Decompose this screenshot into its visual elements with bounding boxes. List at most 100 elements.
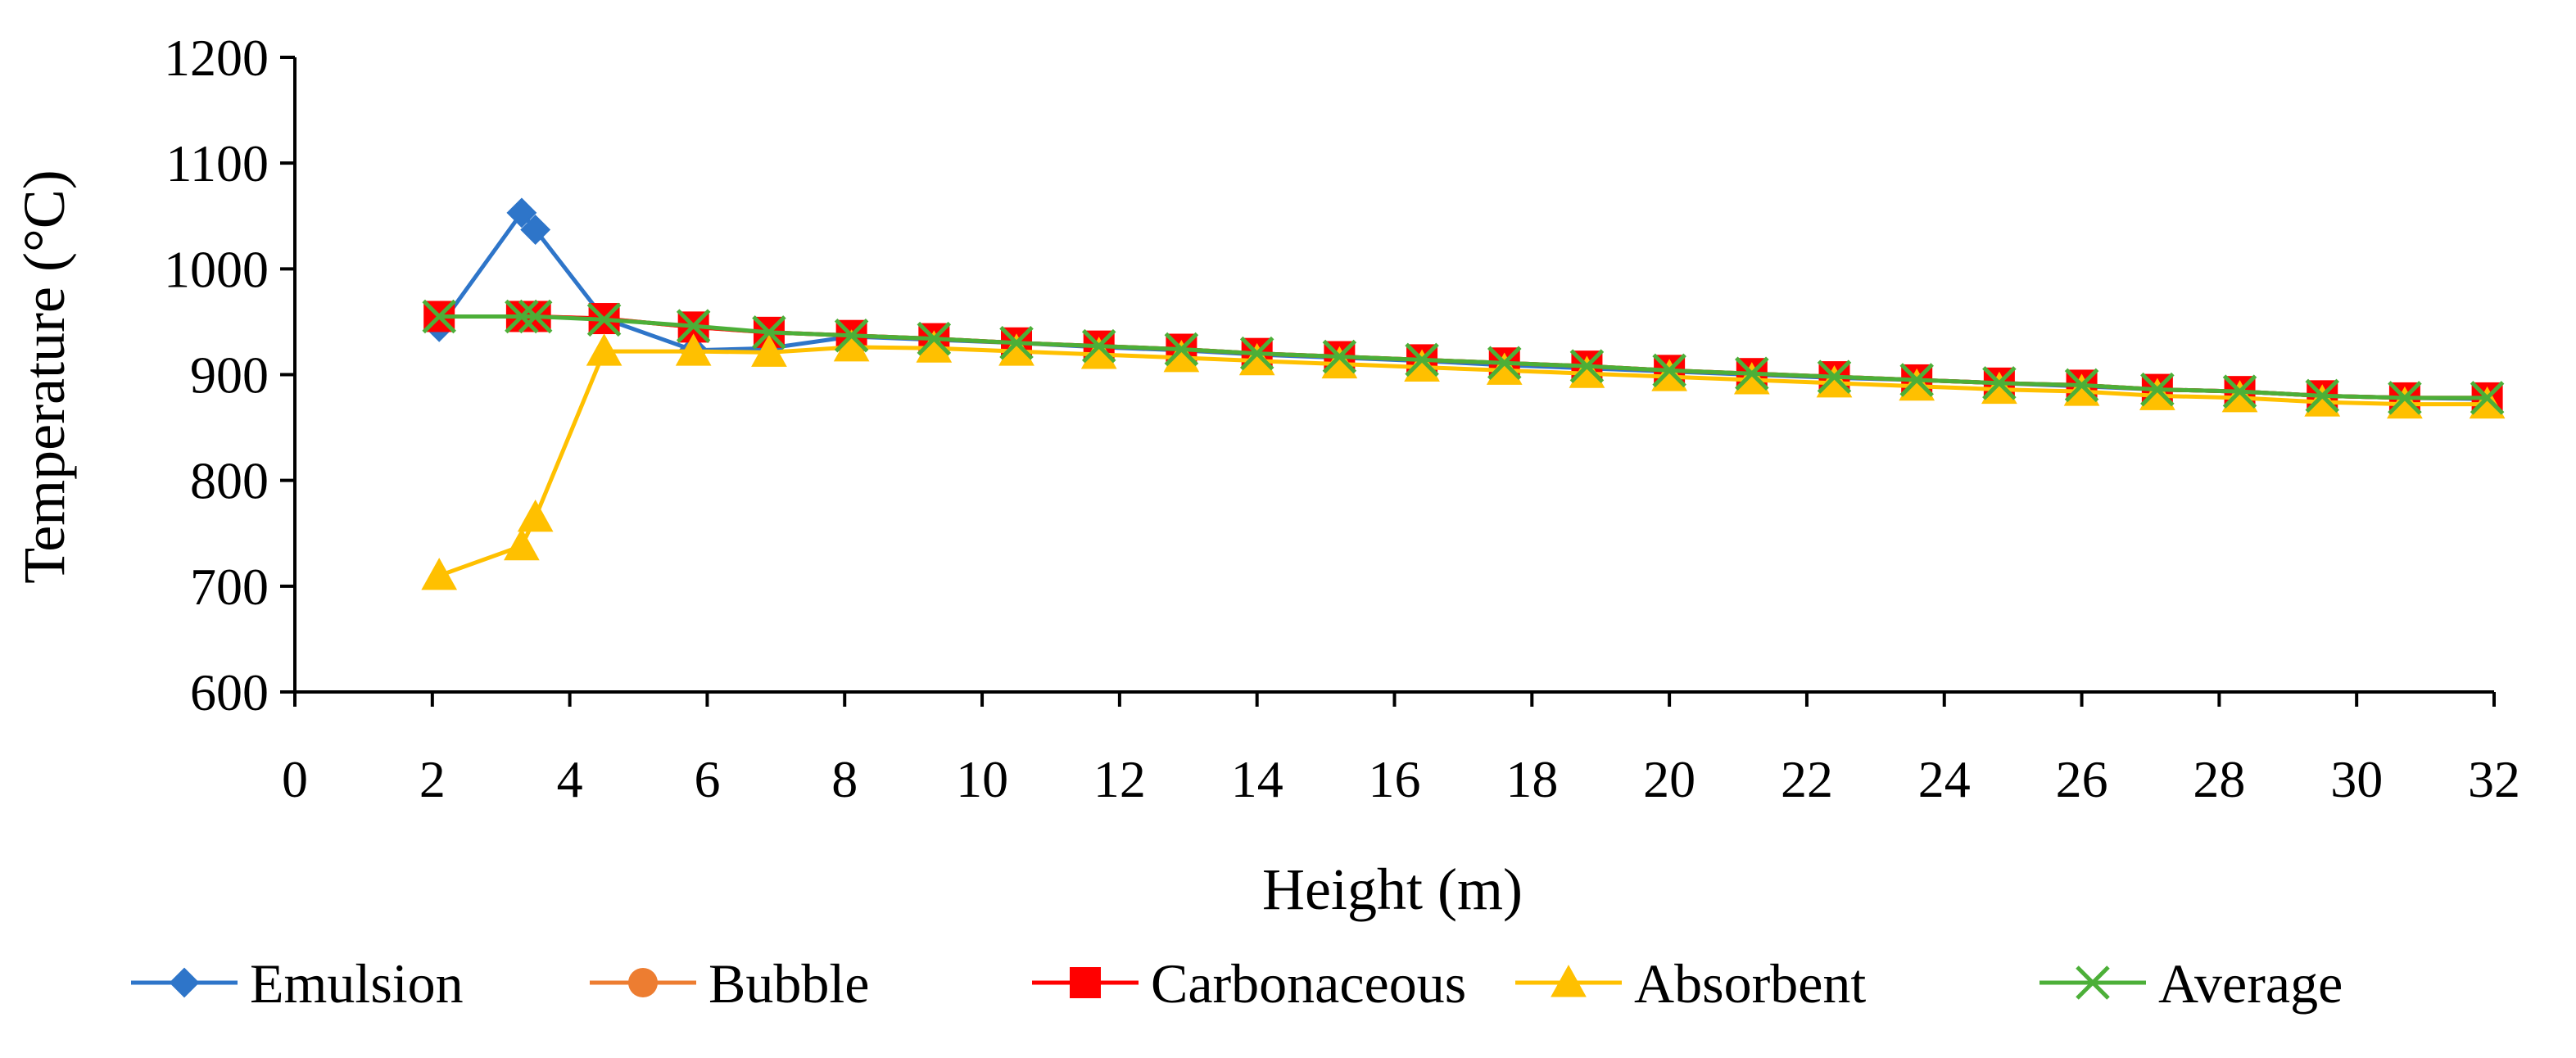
data-point-absorbent bbox=[916, 330, 953, 363]
data-point-average bbox=[752, 315, 786, 350]
legend-label: Bubble bbox=[709, 952, 869, 1015]
data-point-emulsion bbox=[520, 215, 551, 245]
legend-label: Emulsion bbox=[250, 952, 464, 1015]
x-tick-label: 32 bbox=[2468, 750, 2520, 808]
data-point-average bbox=[505, 299, 539, 334]
data-point-average bbox=[676, 309, 711, 343]
legend-item-average: Average bbox=[2040, 952, 2343, 1015]
series-line-emulsion bbox=[437, 209, 2488, 401]
data-point-average bbox=[2305, 378, 2339, 414]
data-point-average bbox=[1164, 332, 1199, 367]
data-point-average bbox=[2140, 372, 2175, 407]
x-tick-label: 8 bbox=[831, 750, 858, 808]
x-tick-label: 4 bbox=[557, 750, 583, 808]
series-average bbox=[422, 299, 2505, 415]
legend-marker bbox=[1070, 967, 1101, 998]
data-point-average bbox=[1735, 356, 1769, 391]
data-point-average bbox=[518, 299, 553, 334]
y-tick-label: 1100 bbox=[165, 134, 269, 192]
data-point-average bbox=[1899, 363, 1934, 397]
legend-marker bbox=[628, 968, 658, 997]
data-point-absorbent bbox=[504, 527, 540, 561]
data-point-absorbent bbox=[1238, 342, 1275, 376]
x-tick-label: 14 bbox=[1231, 750, 1283, 808]
data-point-absorbent bbox=[2063, 373, 2100, 406]
data-point-average bbox=[834, 318, 869, 353]
data-point-absorbent bbox=[833, 329, 870, 362]
legend: Emulsion Bubble Carbonaceous Absorbent Avera… bbox=[131, 952, 2343, 1015]
data-point-absorbent bbox=[751, 334, 787, 367]
data-point-average bbox=[422, 299, 456, 334]
x-tick-label: 20 bbox=[1643, 750, 1695, 808]
data-point-absorbent bbox=[1816, 364, 1853, 398]
data-point-average bbox=[1322, 339, 1357, 374]
legend-label: Absorbent bbox=[1634, 952, 1866, 1015]
legend-item-emulsion: Emulsion bbox=[131, 952, 464, 1015]
data-point-average bbox=[2388, 381, 2422, 415]
data-point-absorbent bbox=[2469, 386, 2506, 419]
data-point-absorbent bbox=[586, 333, 622, 366]
series-emulsion bbox=[423, 197, 2503, 414]
legend-marker bbox=[2076, 965, 2110, 1000]
data-point-absorbent bbox=[2387, 386, 2423, 419]
series-line-absorbent bbox=[438, 345, 2488, 578]
data-point-absorbent bbox=[1651, 359, 1687, 391]
data-point-absorbent bbox=[1321, 346, 1358, 379]
data-point-average bbox=[1405, 342, 1439, 378]
x-tick-label: 2 bbox=[419, 750, 446, 808]
data-point-average bbox=[1081, 328, 1116, 364]
data-point-absorbent bbox=[1899, 368, 1935, 401]
data-point-average bbox=[2222, 374, 2257, 409]
y-axis-title: Temperature (°C) bbox=[11, 170, 77, 584]
data-point-absorbent bbox=[1163, 339, 1200, 373]
data-point-emulsion bbox=[506, 197, 537, 228]
legend-marker bbox=[169, 967, 200, 998]
x-tick-label: 30 bbox=[2330, 750, 2383, 808]
data-point-average bbox=[1982, 366, 2017, 400]
legend-marker bbox=[1551, 965, 1587, 997]
x-tick-label: 18 bbox=[1505, 750, 1558, 808]
x-axis-title: Height (m) bbox=[1262, 857, 1523, 922]
y-tick-label: 900 bbox=[190, 346, 269, 405]
data-point-absorbent bbox=[2221, 380, 2258, 413]
x-tick-label: 26 bbox=[2056, 750, 2108, 808]
y-tick-label: 600 bbox=[190, 663, 269, 721]
data-point-average bbox=[586, 302, 622, 337]
data-point-absorbent bbox=[675, 333, 712, 366]
x-tick-label: 22 bbox=[1781, 750, 1833, 808]
legend-item-bubble: Bubble bbox=[590, 952, 869, 1015]
data-point-average bbox=[1487, 346, 1522, 381]
data-point-average bbox=[2064, 368, 2099, 403]
series-absorbent bbox=[421, 329, 2506, 590]
data-point-absorbent bbox=[1733, 362, 1770, 395]
x-tick-label: 12 bbox=[1093, 750, 1146, 808]
data-point-average bbox=[999, 325, 1034, 360]
data-point-absorbent bbox=[421, 558, 458, 590]
data-point-absorbent bbox=[1080, 337, 1117, 369]
data-point-absorbent bbox=[1981, 371, 2017, 405]
legend-item-carbonaceous: Carbonaceous bbox=[1032, 952, 1466, 1015]
y-tick-label: 800 bbox=[190, 452, 269, 510]
data-point-average bbox=[1652, 353, 1686, 388]
legend-label: Carbonaceous bbox=[1151, 952, 1466, 1015]
x-tick-label: 6 bbox=[694, 750, 720, 808]
data-point-average bbox=[2470, 381, 2505, 415]
x-tick-label: 0 bbox=[282, 750, 308, 808]
y-tick-label: 700 bbox=[190, 558, 269, 616]
data-point-absorbent bbox=[1486, 352, 1523, 385]
data-point-average bbox=[1569, 349, 1605, 383]
legend-label: Average bbox=[2158, 952, 2343, 1015]
data-point-absorbent bbox=[2139, 378, 2175, 410]
data-point-average bbox=[1817, 359, 1852, 394]
series-layer bbox=[421, 197, 2506, 590]
data-point-absorbent bbox=[998, 333, 1034, 366]
data-point-absorbent bbox=[1569, 355, 1605, 388]
x-tick-label: 28 bbox=[2193, 750, 2245, 808]
data-point-average bbox=[1239, 336, 1274, 371]
series-line-average bbox=[439, 314, 2488, 400]
data-point-absorbent bbox=[517, 500, 554, 532]
legend-item-absorbent: Absorbent bbox=[1515, 952, 1866, 1015]
data-point-average bbox=[917, 321, 952, 356]
